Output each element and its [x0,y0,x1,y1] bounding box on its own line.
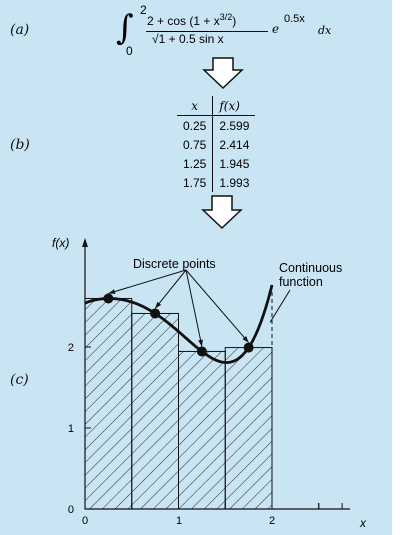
pointer-arrowhead [198,339,203,347]
cell-x: 0.75 [177,135,214,154]
x-tick-label: 2 [269,515,275,527]
annotation-function: function [279,275,323,289]
annotation-layer [108,269,291,347]
cell-fx: 1.945 [219,156,250,171]
cell-fx: 2.414 [219,137,250,152]
axes-layer [82,238,350,510]
points-layer [103,293,254,357]
lower-limit: 0 [126,44,133,58]
upper-limit: 2 [140,3,147,17]
continuous-curve [84,284,274,364]
table-row: 0.75 2.414 [177,135,255,154]
table-row: 1.25 1.945 [177,154,255,173]
discrete-point [150,308,161,319]
discrete-point [196,346,207,357]
pointer-line [108,269,187,294]
header-fx: f(x) [212,96,256,116]
label-c: (c) [10,372,29,388]
integral-sign: ∫ [116,8,134,48]
midpoint-bar [131,312,179,510]
bars-layer [84,297,273,510]
pointer-line [154,269,187,309]
differential: dx [318,24,332,37]
label-a: (a) [10,22,30,38]
midpoint-bar [84,297,133,510]
annotation-discrete-points: Discrete points [133,257,216,271]
pointer-arrowhead [108,289,116,294]
cell-x: 1.25 [177,154,214,173]
pointer-line [185,269,203,347]
midpoint-bar [178,350,226,510]
table-header-row: x f(x) [177,96,256,116]
y-tick-label: 1 [68,423,74,435]
midpoint-bar [224,347,273,510]
table-row: 0.25 2.599 [177,115,255,135]
pointer-line-continuous [269,289,291,323]
header-x: x [177,96,214,116]
discrete-point [243,342,254,353]
denominator: √1 + 0.5 sin x [152,32,224,46]
table-row: 1.75 1.993 [177,173,255,192]
pointer-arrowhead [242,336,249,343]
y-axis-arrowhead [82,238,88,247]
curve-layer [84,284,274,509]
annotation-continuous: Continuous [279,261,342,275]
discrete-point [103,293,114,304]
numerator: 2 + cos (1 + x3/2) [147,12,237,28]
cell-fx: 2.599 [219,118,250,133]
x-tick-label: 1 [176,515,182,527]
exp-base: e [272,22,280,36]
cell-x: 0.25 [177,115,214,135]
fraction-bar [146,31,268,32]
value-table: x f(x) 0.25 2.599 0.75 2.414 1.25 1.945 1.7… [177,96,256,192]
x-axis-label: x [359,516,367,530]
y-axis-label: f(x) [52,236,69,250]
cell-fx: 1.993 [219,175,250,190]
down-arrow-2 [201,195,243,230]
x-tick-label: 0 [82,515,88,527]
cell-x: 1.75 [177,173,214,192]
y-tick-label: 2 [68,342,74,354]
pointer-arrowhead [155,301,162,309]
down-arrow-1 [202,57,244,90]
label-b: (b) [10,137,30,153]
exponent: 0.5x [284,13,305,25]
pointer-line [185,269,250,343]
y-tick-label: 0 [68,504,74,516]
